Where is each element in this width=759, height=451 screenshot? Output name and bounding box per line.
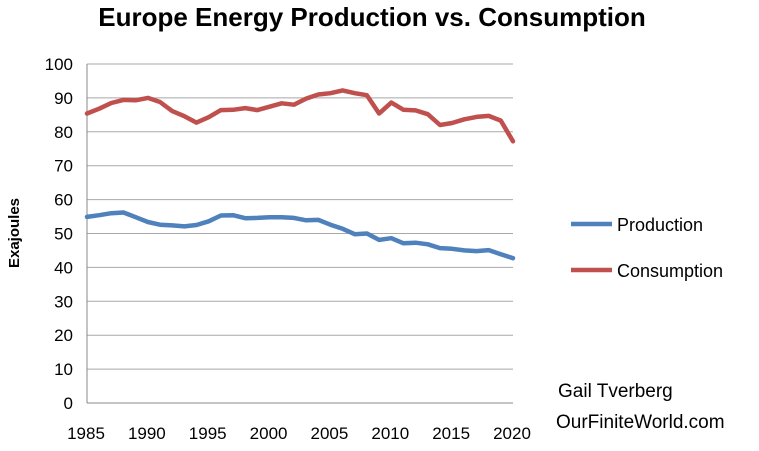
series-line-consumption	[84, 88, 516, 144]
legend-label-production: Production	[617, 215, 703, 235]
series-lines	[84, 88, 516, 261]
y-tick-label: 0	[64, 394, 73, 413]
series-line-production	[84, 210, 516, 261]
y-tick-label: 90	[54, 89, 73, 108]
y-tick-label: 50	[54, 225, 73, 244]
axes	[86, 64, 513, 404]
y-tick-label: 70	[54, 157, 73, 176]
legend-label-consumption: Consumption	[617, 261, 723, 281]
y-tick-label: 60	[54, 191, 73, 210]
y-tick-label: 100	[45, 55, 73, 74]
x-tick-label: 2005	[311, 424, 349, 443]
x-tick-label: 2015	[432, 424, 470, 443]
y-tick-label: 10	[54, 360, 73, 379]
y-tick-label: 20	[54, 326, 73, 345]
x-tick-label: 1990	[128, 424, 166, 443]
y-axis-label: Exajoules	[6, 198, 23, 268]
credit-author: Gail Tverberg	[558, 381, 673, 402]
x-tick-label: 1985	[67, 424, 105, 443]
y-tick-label: 40	[54, 258, 73, 277]
gridlines	[87, 63, 513, 370]
y-tick-label: 30	[54, 292, 73, 311]
credit-website: OurFiniteWorld.com	[556, 412, 725, 433]
chart-title: Europe Energy Production vs. Consumption	[98, 2, 646, 32]
y-tick-labels: 0 10 20 30 40 50 60 70 80 90 100	[45, 55, 73, 413]
legend: Production Consumption	[571, 215, 723, 281]
y-tick-label: 80	[54, 123, 73, 142]
x-tick-label: 2000	[250, 424, 288, 443]
x-tick-label: 2020	[493, 424, 531, 443]
x-tick-labels: 1985 1990 1995 2000 2005 2010 2015 2020	[67, 424, 531, 443]
x-tick-label: 1995	[189, 424, 227, 443]
x-tick-label: 2010	[371, 424, 409, 443]
